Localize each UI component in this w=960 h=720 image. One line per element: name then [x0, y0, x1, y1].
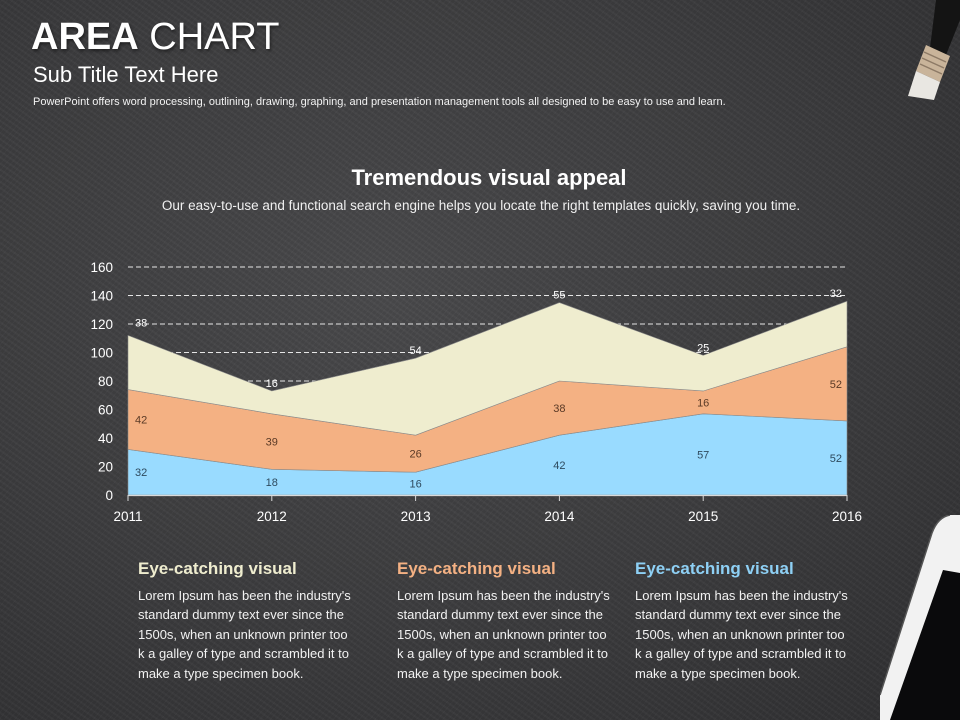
page-title: AREA CHART	[31, 14, 279, 60]
area-series-3	[127, 300, 848, 436]
title-bold: AREA	[31, 16, 139, 58]
data-label: 16	[697, 397, 709, 409]
data-label: 18	[266, 477, 278, 489]
data-label: 38	[135, 317, 147, 329]
data-label: 25	[697, 342, 709, 354]
info-column-3: Eye-catching visual Lorem Ipsum has been…	[635, 558, 850, 683]
y-tick-label: 120	[90, 317, 113, 332]
phone-icon	[880, 515, 960, 720]
y-tick-label: 20	[98, 460, 113, 475]
data-label: 52	[830, 453, 842, 465]
data-label: 39	[266, 437, 278, 449]
x-tick-label: 2012	[257, 509, 287, 524]
info-column-1: Eye-catching visual Lorem Ipsum has been…	[138, 558, 353, 683]
column-heading: Eye-catching visual	[138, 559, 297, 578]
column-body: Lorem Ipsum has been the industry's stan…	[138, 588, 351, 681]
x-tick-label: 2011	[113, 509, 142, 524]
data-label: 54	[409, 345, 421, 357]
page-description: PowerPoint offers word processing, outli…	[33, 96, 726, 108]
column-body: Lorem Ipsum has been the industry's stan…	[397, 588, 610, 681]
page-subtitle: Sub Title Text Here	[33, 62, 219, 87]
x-tick-label: 2014	[544, 509, 575, 524]
x-tick-label: 2016	[832, 509, 862, 524]
data-label: 16	[409, 479, 421, 491]
y-tick-label: 40	[98, 431, 113, 446]
y-tick-label: 60	[98, 403, 113, 418]
column-heading: Eye-catching visual	[397, 559, 556, 578]
data-label: 32	[135, 467, 147, 479]
data-label: 16	[266, 378, 278, 390]
y-tick-label: 140	[90, 289, 113, 304]
chart-subtitle: Our easy-to-use and functional search en…	[161, 198, 801, 213]
x-tick-label: 2015	[688, 509, 718, 524]
data-label: 32	[830, 288, 842, 300]
title-light: CHART	[149, 16, 280, 58]
data-label: 55	[553, 290, 565, 302]
data-label: 52	[830, 379, 842, 391]
data-label: 38	[553, 403, 565, 415]
y-tick-label: 160	[90, 260, 113, 275]
x-tick-label: 2013	[401, 509, 431, 524]
y-tick-label: 0	[105, 488, 113, 503]
y-tick-label: 80	[98, 374, 113, 389]
column-heading: Eye-catching visual	[635, 559, 794, 578]
pencil-icon	[908, 0, 960, 100]
info-column-2: Eye-catching visual Lorem Ipsum has been…	[397, 558, 612, 683]
column-body: Lorem Ipsum has been the industry's stan…	[635, 588, 848, 681]
data-label: 42	[553, 460, 565, 472]
data-label: 57	[697, 449, 709, 461]
y-tick-label: 100	[90, 346, 113, 361]
data-label: 26	[409, 449, 421, 461]
data-label: 42	[135, 414, 147, 426]
chart-title: Tremendous visual appeal	[351, 165, 627, 190]
